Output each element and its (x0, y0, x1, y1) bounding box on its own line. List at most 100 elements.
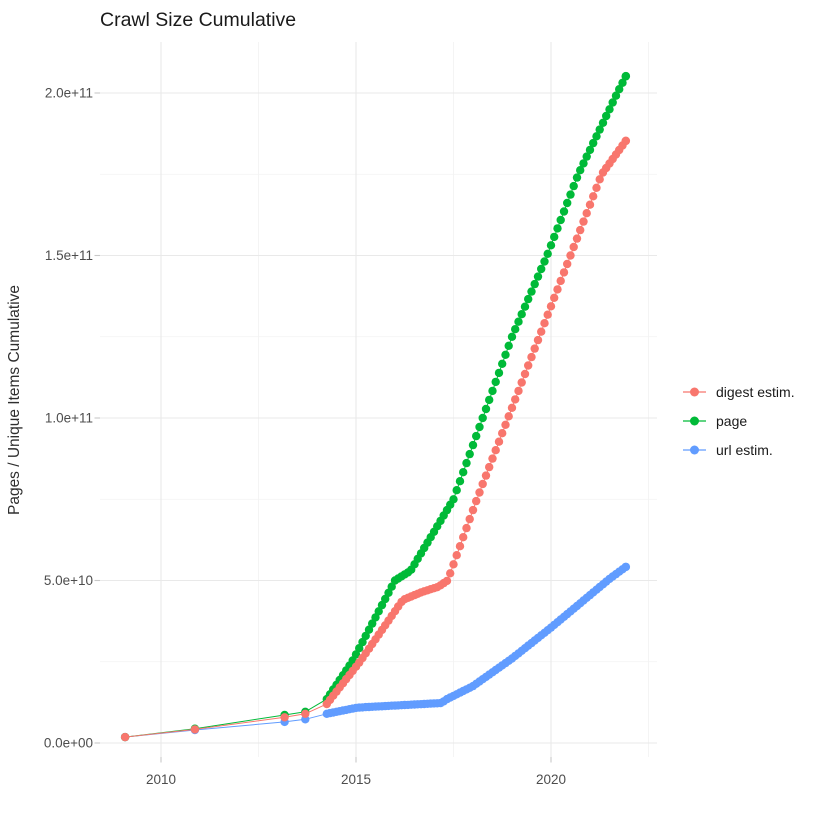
data-point (468, 440, 478, 450)
data-point (485, 395, 494, 405)
data-point (585, 200, 595, 209)
data-point (494, 368, 504, 378)
data-point (488, 386, 497, 396)
data-point (527, 352, 536, 362)
data-point (465, 449, 474, 459)
data-point (452, 551, 461, 560)
data-point (543, 310, 552, 319)
data-point (556, 215, 565, 225)
data-point (598, 118, 608, 128)
legend-item-digest-estim: digest estim. (683, 384, 795, 400)
data-point (120, 732, 130, 742)
data-point (488, 454, 497, 463)
data-point (621, 71, 631, 81)
data-point (462, 458, 471, 468)
data-point (504, 341, 513, 350)
data-point (507, 332, 517, 341)
data-point (566, 251, 575, 260)
x-tick-label-2010: 2010 (146, 772, 176, 787)
y-tick-label-1: 5.0e+10 (44, 573, 93, 588)
data-point (442, 576, 452, 586)
data-point (485, 462, 494, 472)
x-tick-label-2020: 2020 (536, 772, 566, 787)
data-point (546, 241, 556, 250)
data-point (608, 98, 617, 107)
data-point (475, 422, 484, 432)
data-point (618, 78, 627, 88)
data-point (504, 412, 513, 421)
data-point (368, 619, 377, 628)
data-point (472, 431, 481, 441)
data-point (514, 317, 523, 326)
data-point (507, 403, 517, 412)
data-point (559, 207, 569, 216)
data-point (533, 272, 543, 281)
data-point (361, 631, 370, 641)
data-point (569, 242, 578, 252)
data-point (563, 259, 572, 269)
y-axis-title: Pages / Unique Items Cumulative (6, 285, 23, 515)
data-point (514, 386, 523, 396)
data-point (494, 437, 504, 446)
data-point (517, 310, 526, 319)
data-point (301, 709, 310, 718)
data-point (511, 325, 520, 334)
data-point (559, 268, 569, 277)
data-point (459, 468, 468, 477)
data-point (602, 111, 611, 121)
data-point (550, 293, 559, 302)
data-point (520, 302, 530, 311)
data-point (498, 359, 507, 368)
data-point (533, 335, 543, 345)
data-point (615, 85, 624, 94)
series-digest-estim- (120, 136, 631, 742)
data-point (621, 136, 631, 145)
legend-key-point-digest-icon (690, 387, 699, 397)
legend-label-page: page (716, 413, 747, 429)
data-point (595, 175, 604, 184)
data-point (579, 217, 588, 226)
y-tick-label-0: 0.0e+00 (44, 736, 93, 751)
legend: digest estim. page url estim. (683, 384, 795, 458)
data-point (465, 514, 474, 524)
data-point (543, 249, 552, 258)
data-point (520, 369, 530, 379)
legend-label-digest-estim: digest estim. (716, 384, 795, 400)
data-point (576, 166, 585, 175)
data-point (546, 302, 556, 311)
data-point (481, 471, 491, 480)
data-point (478, 413, 487, 423)
data-point (605, 105, 614, 114)
data-point (589, 138, 598, 148)
y-tick-label-2: 1.0e+11 (45, 411, 93, 426)
data-point (576, 225, 585, 235)
data-point (381, 594, 390, 604)
data-point (459, 533, 468, 542)
legend-label-url-estim: url estim. (716, 442, 773, 458)
data-point (527, 287, 536, 296)
data-point (374, 607, 383, 616)
data-point (550, 232, 559, 242)
data-point (553, 224, 562, 233)
data-point (511, 395, 520, 404)
data-point (190, 725, 200, 734)
data-point (569, 181, 578, 191)
x-tick-label-2015: 2015 (341, 772, 371, 787)
y-tick-label-4: 2.0e+11 (45, 86, 93, 101)
data-point (537, 264, 546, 274)
data-point (462, 523, 471, 533)
data-point (611, 91, 621, 100)
data-point (280, 713, 289, 722)
data-point (537, 327, 546, 336)
y-tick-label-3: 1.5e+11 (45, 248, 93, 263)
data-point (498, 429, 507, 438)
data-point (449, 560, 458, 569)
data-point (446, 569, 455, 578)
legend-key-point-page-icon (690, 416, 699, 426)
series-url-estim- (120, 562, 631, 742)
legend-key-point-url-icon (690, 445, 699, 455)
data-point (452, 486, 461, 495)
legend-item-url-estim: url estim. (683, 442, 773, 458)
